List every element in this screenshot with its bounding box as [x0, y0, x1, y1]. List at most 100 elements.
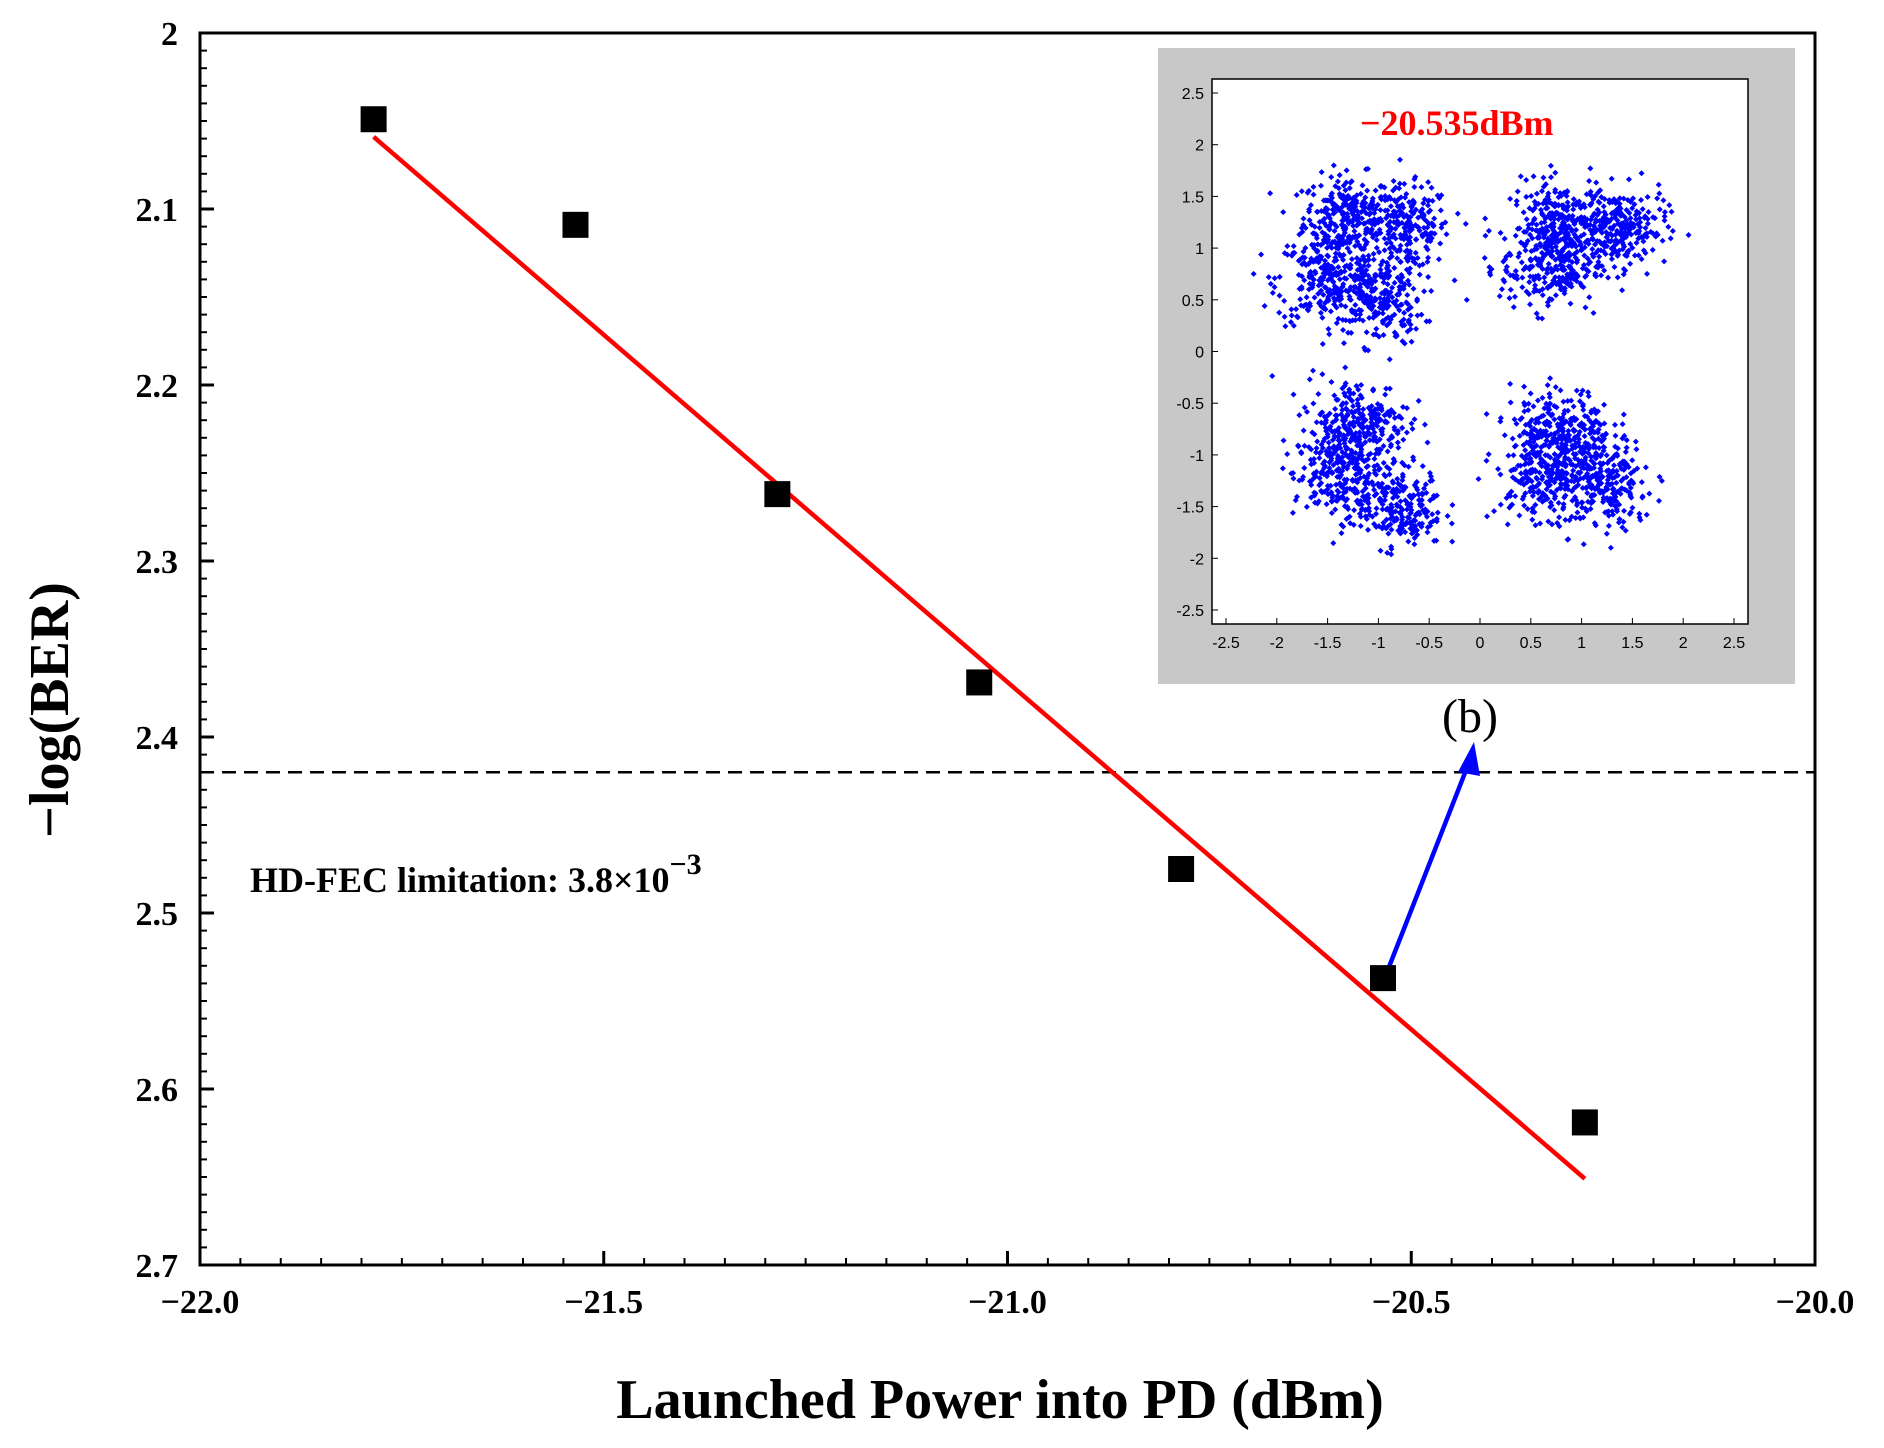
constellation-point — [1520, 429, 1527, 436]
constellation-point — [1314, 208, 1321, 215]
constellation-point — [1585, 393, 1592, 400]
constellation-point — [1613, 479, 1620, 486]
constellation-point — [1685, 231, 1692, 238]
constellation-point — [1595, 247, 1602, 254]
constellation-point — [1329, 451, 1336, 458]
constellation-point — [1364, 526, 1371, 533]
constellation-point — [1427, 519, 1434, 526]
constellation-point — [1336, 437, 1343, 444]
constellation-point — [1545, 302, 1552, 309]
constellation-point — [1555, 469, 1562, 476]
constellation-point — [1402, 231, 1409, 238]
constellation-point — [1548, 232, 1555, 239]
constellation-point — [1584, 255, 1591, 262]
constellation-point — [1335, 454, 1342, 461]
constellation-point — [1332, 428, 1339, 435]
constellation-point — [1544, 299, 1551, 306]
constellation-point — [1646, 490, 1653, 497]
constellation-point — [1390, 208, 1397, 215]
constellation-point — [1336, 473, 1343, 480]
constellation-point — [1584, 237, 1591, 244]
constellation-point — [1379, 489, 1386, 496]
constellation-point — [1352, 272, 1359, 279]
constellation-point — [1608, 256, 1615, 263]
constellation-point — [1306, 478, 1313, 485]
constellation-point — [1639, 206, 1646, 213]
constellation-point — [1304, 306, 1311, 313]
constellation-point — [1392, 333, 1399, 340]
constellation-point — [1436, 195, 1443, 202]
constellation-point — [1543, 227, 1550, 234]
constellation-point — [1430, 494, 1437, 501]
constellation-point — [1553, 209, 1560, 216]
constellation-point — [1580, 406, 1587, 413]
constellation-inset: -2.5 -2 -1.5 -1 -0.5 0 0.5 1 1.5 2 2.5 2.5 2 1.5 1 0.5 0… — [1158, 48, 1795, 684]
constellation-point — [1420, 224, 1427, 231]
constellation-point — [1381, 296, 1388, 303]
constellation-point — [1284, 243, 1291, 250]
constellation-point — [1318, 281, 1325, 288]
constellation-point — [1365, 404, 1372, 411]
constellation-point — [1393, 198, 1400, 205]
constellation-point — [1369, 199, 1376, 206]
constellation-point — [1556, 415, 1563, 422]
constellation-point — [1336, 276, 1343, 283]
constellation-point — [1349, 486, 1356, 493]
inset-plot-frame — [1211, 78, 1749, 625]
constellation-point — [1395, 444, 1402, 451]
constellation-point — [1529, 207, 1536, 214]
constellation-point — [1619, 287, 1626, 294]
constellation-point — [1521, 399, 1528, 406]
constellation-point — [1333, 467, 1340, 474]
constellation-point — [1524, 474, 1531, 481]
constellation-point — [1376, 295, 1383, 302]
constellation-point — [1380, 279, 1387, 286]
constellation-point — [1367, 431, 1374, 438]
constellation-point — [1347, 272, 1354, 279]
constellation-point — [1619, 421, 1626, 428]
constellation-point — [1423, 318, 1430, 325]
constellation-point — [1551, 507, 1558, 514]
constellation-point — [1303, 503, 1310, 510]
constellation-point — [1360, 268, 1367, 275]
constellation-point — [1383, 240, 1390, 247]
constellation-point — [1418, 311, 1425, 318]
constellation-point — [1364, 187, 1371, 194]
constellation-point — [1582, 439, 1589, 446]
constellation-point — [1362, 258, 1369, 265]
constellation-point — [1301, 254, 1308, 261]
constellation-point — [1424, 202, 1431, 209]
data-point-marker — [1571, 1109, 1598, 1136]
constellation-point — [1564, 407, 1571, 414]
data-point-marker — [562, 211, 589, 238]
constellation-point — [1357, 467, 1364, 474]
constellation-point — [1372, 434, 1379, 441]
constellation-point — [1379, 506, 1386, 513]
constellation-point — [1537, 243, 1544, 250]
constellation-point — [1607, 544, 1614, 551]
constellation-point — [1351, 228, 1358, 235]
constellation-point — [1513, 420, 1520, 427]
constellation-point — [1337, 253, 1344, 260]
constellation-point — [1412, 249, 1419, 256]
constellation-point — [1389, 495, 1396, 502]
constellation-point — [1363, 464, 1370, 471]
constellation-point — [1600, 447, 1607, 454]
constellation-point — [1418, 184, 1425, 191]
constellation-point — [1609, 490, 1616, 497]
constellation-point — [1365, 262, 1372, 269]
constellation-point — [1649, 214, 1656, 221]
constellation-point — [1339, 385, 1346, 392]
constellation-point — [1415, 214, 1422, 221]
constellation-point — [1565, 263, 1572, 270]
constellation-point — [1585, 389, 1592, 396]
constellation-point — [1360, 253, 1367, 260]
constellation-point — [1529, 235, 1536, 242]
constellation-point — [1391, 279, 1398, 286]
constellation-point — [1505, 452, 1512, 459]
constellation-point — [1372, 308, 1379, 315]
constellation-point — [1371, 492, 1378, 499]
constellation-point — [1579, 387, 1586, 394]
constellation-point — [1376, 249, 1383, 256]
constellation-point — [1588, 407, 1595, 414]
